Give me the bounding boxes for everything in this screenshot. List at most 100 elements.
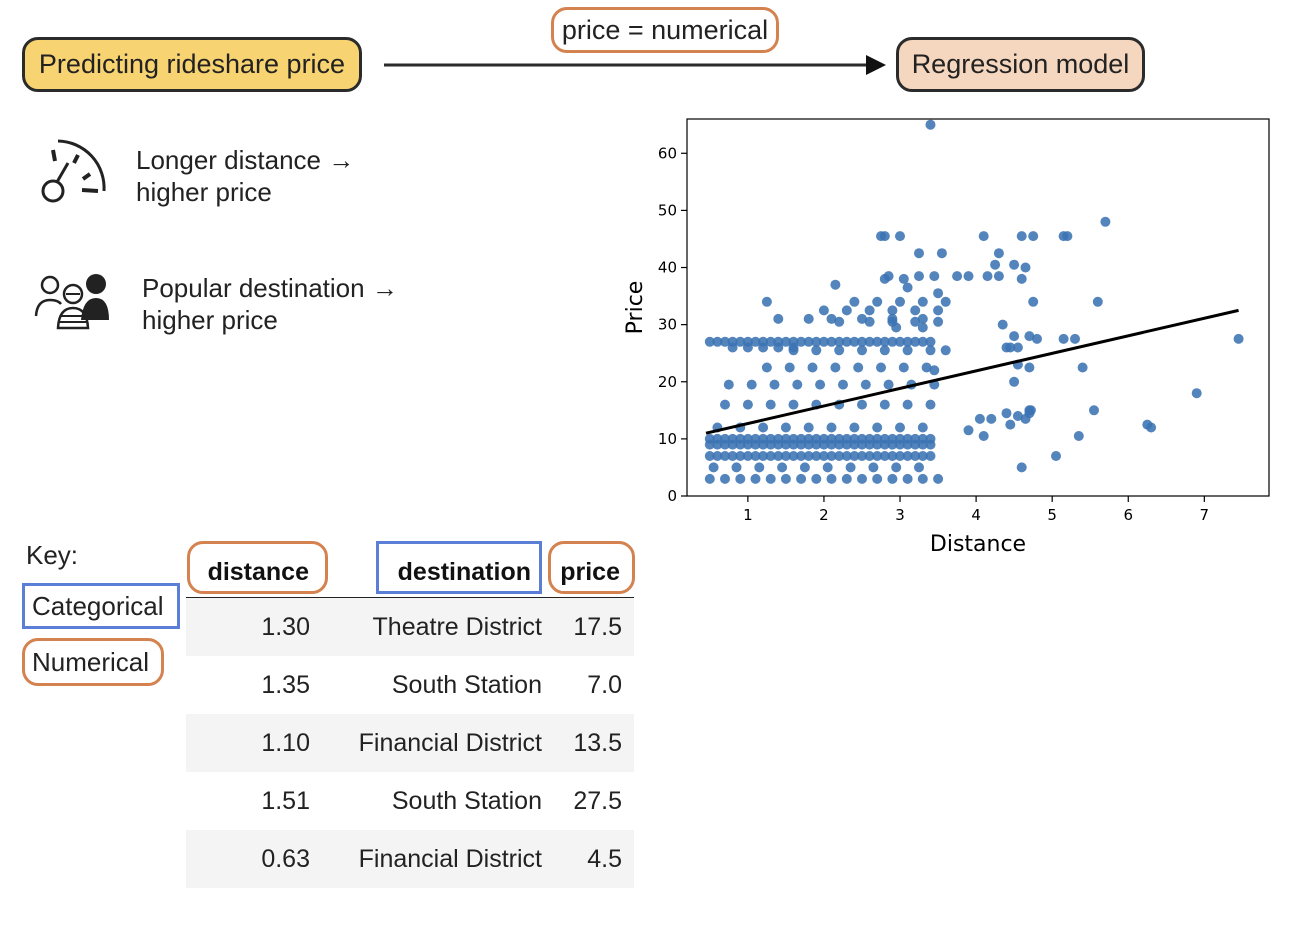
data-point	[841, 305, 852, 316]
data-point	[963, 271, 974, 282]
data-point	[1016, 273, 1027, 284]
data-point	[712, 439, 723, 450]
data-point	[1077, 362, 1088, 373]
data-point	[765, 473, 776, 484]
table-row: 1.51 South Station 27.5	[186, 772, 634, 830]
data-point	[887, 305, 898, 316]
data-point	[826, 313, 837, 324]
header-destination-text: destination	[397, 558, 531, 586]
data-point	[895, 439, 905, 450]
data-point	[818, 451, 829, 461]
data-point	[754, 462, 765, 473]
data-point	[796, 336, 807, 347]
data-point	[826, 336, 837, 347]
data-table: 1.30 Theatre District 17.5 1.35 South St…	[186, 598, 634, 888]
data-point	[1012, 411, 1023, 421]
data-point	[1028, 296, 1039, 307]
cell-price: 27.5	[573, 786, 622, 815]
data-point	[864, 439, 875, 450]
feature-distance: Longer distance → higher price	[136, 144, 354, 208]
header-distance-text: distance	[207, 558, 309, 586]
data-point	[731, 462, 742, 473]
data-point	[834, 345, 845, 356]
data-point	[872, 473, 883, 484]
header-price-text: price	[560, 558, 620, 586]
data-point	[868, 462, 879, 473]
data-point	[895, 231, 905, 242]
data-point	[902, 345, 913, 356]
data-point	[1058, 333, 1069, 344]
data-point	[1024, 331, 1035, 342]
data-point	[895, 422, 905, 433]
data-point	[807, 362, 818, 373]
data-point	[921, 362, 932, 373]
data-point	[792, 379, 803, 390]
data-point	[857, 345, 867, 356]
data-point	[887, 439, 898, 450]
data-point	[925, 336, 936, 347]
data-point	[750, 451, 761, 461]
data-point	[898, 273, 909, 284]
data-point	[834, 316, 845, 327]
data-point	[917, 313, 928, 324]
data-point	[1233, 333, 1244, 344]
data-point	[933, 473, 944, 484]
data-point	[803, 451, 814, 461]
data-point	[895, 336, 905, 347]
data-point	[1032, 333, 1042, 344]
cell-destination: South Station	[391, 670, 542, 699]
data-point	[879, 336, 890, 347]
data-point	[1092, 296, 1103, 307]
data-point	[830, 279, 841, 290]
x-tick-label: 2	[819, 506, 829, 524]
data-point	[849, 439, 860, 450]
data-point	[803, 313, 814, 324]
data-point	[834, 336, 845, 347]
data-point	[1073, 431, 1084, 441]
header-price: price	[548, 541, 635, 594]
data-point	[864, 336, 875, 347]
data-point	[879, 273, 890, 284]
data-point	[857, 336, 867, 347]
data-point	[963, 425, 974, 436]
data-point	[826, 422, 837, 433]
data-point	[902, 336, 913, 347]
flow-arrow	[384, 55, 886, 75]
data-point	[872, 422, 883, 433]
y-tick-label: 50	[658, 201, 677, 219]
data-point	[818, 305, 829, 316]
data-point	[872, 451, 883, 461]
data-point	[773, 313, 784, 324]
data-point	[720, 451, 730, 461]
data-point	[917, 422, 928, 433]
data-point	[811, 336, 822, 347]
data-point	[978, 231, 989, 242]
data-point	[761, 362, 772, 373]
data-point	[830, 362, 841, 373]
data-point	[1051, 451, 1061, 461]
cell-price: 7.0	[587, 670, 622, 699]
y-tick-label: 10	[658, 430, 677, 448]
data-point	[811, 345, 822, 356]
data-point	[940, 345, 951, 356]
key-categorical-text: Categorical	[32, 591, 164, 621]
data-point	[902, 399, 913, 410]
data-point	[704, 336, 715, 347]
data-point	[834, 439, 845, 450]
data-point	[1100, 216, 1111, 227]
data-point	[910, 336, 921, 347]
data-point	[1062, 231, 1073, 242]
data-point	[933, 288, 944, 299]
data-point	[818, 439, 829, 450]
y-tick-label: 60	[658, 144, 677, 162]
data-point	[990, 259, 1001, 270]
data-point	[883, 379, 894, 390]
cell-destination: Financial District	[322, 830, 554, 888]
data-point	[727, 451, 738, 461]
data-point	[898, 362, 909, 373]
data-point	[1009, 259, 1020, 270]
cell-distance: 1.35	[261, 670, 310, 699]
data-point	[803, 439, 814, 450]
data-point	[822, 462, 833, 473]
data-point	[1016, 231, 1027, 242]
